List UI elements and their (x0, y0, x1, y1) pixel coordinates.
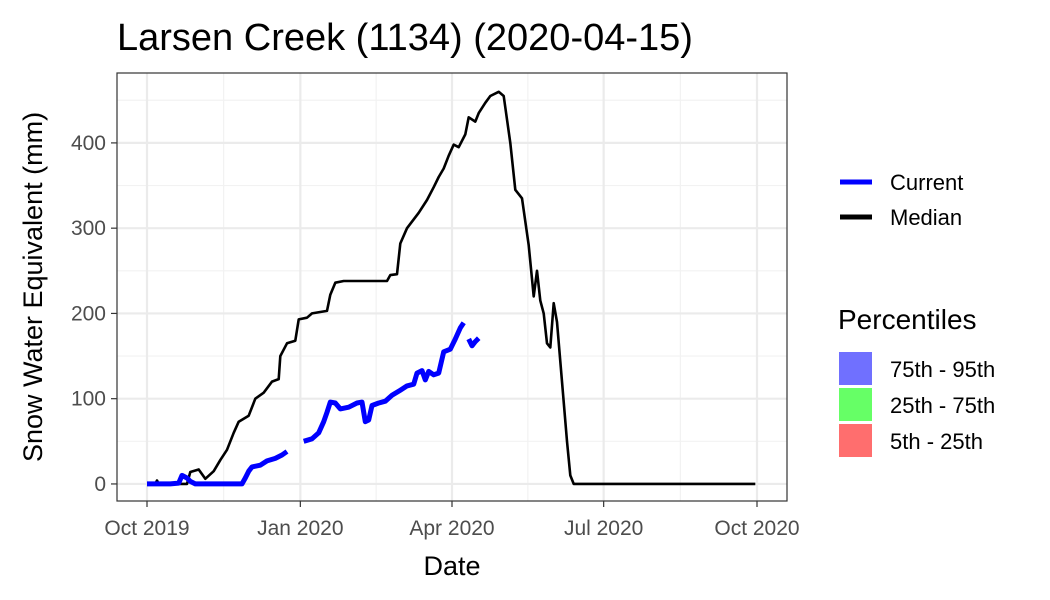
legend-swatch-25-75 (839, 388, 872, 421)
legend-label-current: Current (890, 170, 963, 195)
y-tick-label: 200 (71, 302, 106, 325)
current-series-line (466, 336, 481, 349)
data-series (147, 90, 756, 487)
grid-lines (117, 73, 787, 501)
legend-label-25-75: 25th - 75th (890, 393, 995, 418)
legend-label-5-25: 5th - 25th (890, 429, 983, 454)
x-tick-label: Jul 2020 (564, 517, 643, 540)
axis-ticks: Oct 2019 Jan 2020 Apr 2020 Jul 2020 Oct 2020… (71, 132, 800, 540)
legend-swatch-75-95 (839, 352, 872, 385)
y-axis-title: Snow Water Equivalent (mm) (18, 112, 48, 462)
legend-label-median: Median (890, 205, 962, 230)
legend-percentiles-title: Percentiles (838, 304, 977, 335)
current-series-line (302, 321, 466, 444)
y-tick-label: 400 (71, 132, 106, 155)
y-tick-label: 0 (94, 473, 106, 496)
x-axis-title: Date (423, 551, 480, 581)
x-tick-label: Apr 2020 (409, 517, 494, 540)
chart-title: Larsen Creek (1134) (2020-04-15) (117, 17, 693, 59)
y-tick-label: 300 (71, 217, 106, 240)
y-tick-label: 100 (71, 388, 106, 411)
x-tick-label: Jan 2020 (257, 517, 343, 540)
x-tick-label: Oct 2019 (104, 517, 189, 540)
x-tick-label: Oct 2020 (714, 517, 799, 540)
median-series-line (147, 90, 756, 486)
legend: Current Median Percentiles 75th - 95th 2… (838, 170, 995, 457)
legend-swatch-5-25 (839, 424, 872, 457)
current-series-line (147, 449, 289, 487)
legend-label-75-95: 75th - 95th (890, 357, 995, 382)
